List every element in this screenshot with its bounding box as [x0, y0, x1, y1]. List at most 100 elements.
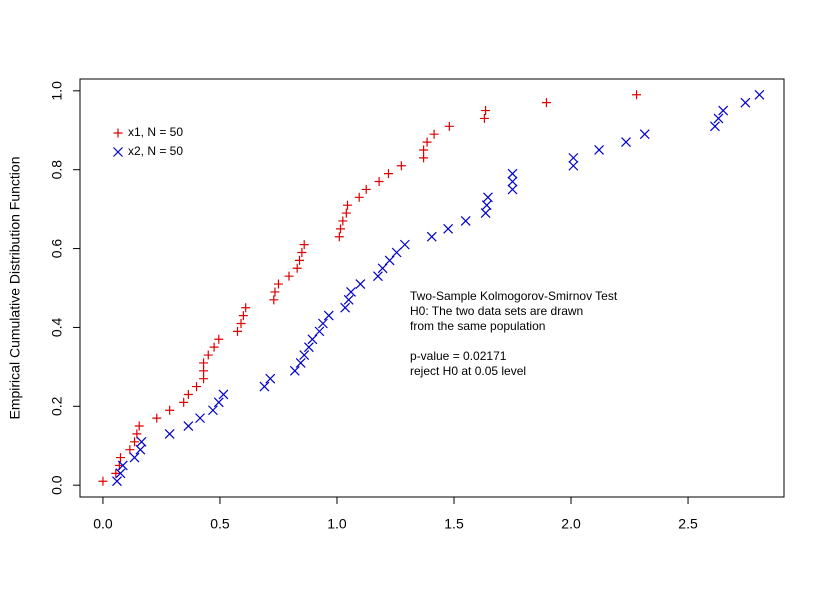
- point: [299, 240, 309, 250]
- point: [314, 326, 325, 337]
- point: [199, 366, 209, 376]
- x-tick-label: 0.0: [93, 516, 113, 532]
- annotation: Two-Sample Kolmogorov-Smirnov Test: [410, 289, 618, 303]
- point: [568, 160, 579, 171]
- y-tick-label: 0.2: [49, 396, 65, 416]
- point: [289, 365, 300, 376]
- point: [355, 279, 366, 289]
- point: [199, 358, 209, 368]
- point: [208, 405, 218, 416]
- point: [203, 350, 213, 360]
- point: [209, 342, 219, 352]
- point: [183, 389, 193, 399]
- legend-label: x2, N = 50: [128, 144, 183, 158]
- point: [399, 239, 410, 250]
- point: [718, 105, 729, 116]
- point: [426, 231, 437, 242]
- point: [343, 200, 353, 210]
- point: [713, 113, 724, 124]
- point: [639, 129, 650, 140]
- point: [373, 271, 383, 282]
- x-tick-label: 2.0: [561, 516, 581, 532]
- point: [444, 121, 454, 131]
- annotation: from the same population: [410, 319, 545, 333]
- x-tick-label: 1.0: [327, 516, 347, 532]
- annotation: reject H0 at 0.05 level: [410, 364, 526, 378]
- point: [213, 397, 224, 408]
- point: [273, 279, 283, 289]
- point: [238, 311, 248, 321]
- point: [346, 287, 356, 297]
- point: [541, 98, 551, 108]
- point: [335, 224, 345, 234]
- point: [361, 184, 371, 194]
- point: [621, 137, 631, 148]
- point: [396, 161, 406, 171]
- point: [165, 405, 175, 415]
- point: [740, 97, 751, 108]
- point: [164, 428, 175, 439]
- point: [710, 121, 720, 132]
- point: [136, 436, 147, 447]
- point: [343, 294, 354, 305]
- point: [391, 247, 402, 258]
- point: [129, 452, 140, 463]
- point: [419, 153, 429, 163]
- point: [130, 437, 140, 447]
- point: [383, 169, 393, 179]
- point: [754, 89, 765, 100]
- point: [307, 334, 318, 345]
- point: [98, 476, 108, 486]
- legend-marker: [113, 147, 123, 157]
- point: [429, 129, 439, 139]
- y-tick-label: 0.6: [49, 239, 65, 259]
- plot-frame: [79, 78, 785, 498]
- point: [195, 413, 205, 424]
- point: [507, 168, 518, 179]
- annotation: H0: The two data sets are drawn: [410, 304, 583, 318]
- point: [568, 152, 579, 163]
- legend-marker: [113, 128, 123, 138]
- point: [236, 318, 246, 328]
- y-axis-label: Empirical Cumulative Distribution Functi…: [7, 157, 23, 420]
- point: [183, 421, 194, 431]
- point: [233, 326, 243, 336]
- point: [218, 389, 229, 400]
- point: [292, 263, 302, 273]
- point: [112, 476, 122, 487]
- point: [480, 208, 491, 218]
- point: [295, 358, 306, 368]
- point: [265, 373, 276, 384]
- point: [479, 113, 489, 123]
- point: [125, 445, 135, 455]
- point: [152, 413, 162, 423]
- point: [481, 200, 492, 211]
- point: [384, 255, 395, 266]
- x-tick-label: 1.5: [444, 516, 464, 532]
- point: [507, 184, 518, 195]
- point: [192, 382, 202, 392]
- point: [341, 208, 351, 218]
- x-tick-label: 0.5: [210, 516, 230, 532]
- point: [338, 216, 348, 226]
- point: [284, 271, 294, 281]
- point: [117, 460, 128, 471]
- point: [483, 192, 493, 203]
- point: [299, 350, 310, 360]
- point: [303, 342, 314, 353]
- point: [214, 334, 224, 344]
- point: [111, 468, 121, 478]
- point: [179, 397, 189, 407]
- y-tick-label: 1.0: [49, 81, 65, 101]
- point: [297, 248, 307, 258]
- point: [199, 374, 209, 384]
- point: [443, 223, 454, 234]
- point: [632, 90, 642, 100]
- point: [481, 106, 491, 116]
- point: [318, 318, 328, 329]
- point: [295, 255, 305, 265]
- x-tick-label: 2.5: [678, 516, 698, 532]
- point: [115, 453, 125, 463]
- y-tick-label: 0.8: [49, 160, 65, 180]
